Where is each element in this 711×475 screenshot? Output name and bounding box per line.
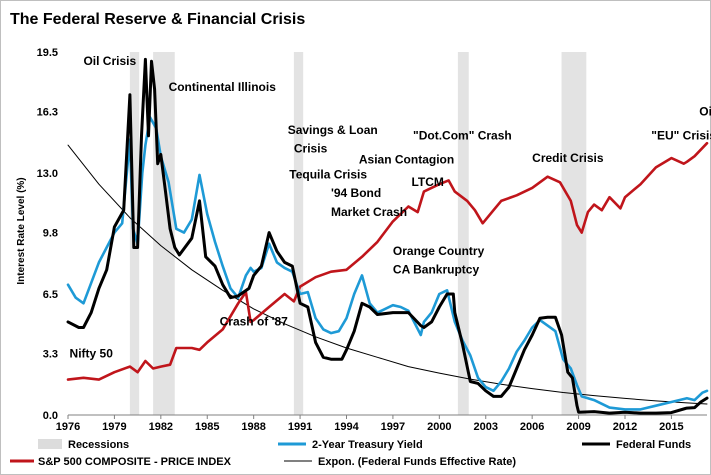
annotation-ltcm: LTCM	[411, 175, 443, 189]
y-tick-3-3: 3.3	[43, 349, 58, 361]
annotation-crash-of-87: Crash of '87	[220, 315, 289, 329]
chart-legend: Recessions 2-Year Treasury Yield Federal…	[10, 439, 691, 468]
x-tick-2003: 2003	[474, 421, 498, 433]
chart-annotations: Oil Crisis Continental Illinois Savings & …	[70, 54, 711, 360]
y-axis-label: Interest Rate Level (%)	[16, 177, 27, 284]
x-tick-1997: 1997	[381, 421, 405, 433]
y-tick-16-3: 16.3	[37, 107, 58, 119]
y-axis-ticks: 19.5 16.3 13.0 9.8 6.5 3.3 0.0	[37, 47, 58, 422]
annotation-94-bond: '94 Bond	[331, 186, 381, 200]
annotation-asian-contagion: Asian Contagion	[359, 153, 454, 167]
chart-title: The Federal Reserve & Financial Crisis	[10, 11, 305, 28]
y-tick-0-0: 0.0	[43, 410, 58, 422]
annotation-credit-crisis: Credit Crisis	[532, 151, 604, 165]
y-tick-13-0: 13.0	[37, 168, 58, 180]
legend-label-federal-funds: Federal Funds	[616, 439, 691, 451]
x-tick-2000: 2000	[427, 421, 451, 433]
x-tick-2009: 2009	[566, 421, 590, 433]
x-tick-1994: 1994	[334, 421, 359, 433]
x-tick-1991: 1991	[288, 421, 312, 433]
annotation-market-crash: Market Crash	[331, 205, 407, 219]
x-tick-2015: 2015	[659, 421, 683, 433]
recession-band-2	[293, 52, 304, 415]
legend-label-2yr-treasury: 2-Year Treasury Yield	[312, 439, 423, 451]
annotation-savings-loan: Savings & Loan	[288, 123, 378, 137]
annotation-dot-com-crash: "Dot.Com" Crash	[413, 128, 512, 142]
series-lines	[66, 57, 709, 415]
y-tick-9-8: 9.8	[43, 228, 58, 240]
x-tick-1982: 1982	[149, 421, 173, 433]
series-line-federal-funds	[66, 57, 709, 415]
annotation-nifty-50: Nifty 50	[70, 346, 114, 360]
annotation-oil-crisis: Oil Crisis	[83, 54, 136, 68]
annotation-crisis: Crisis	[294, 142, 328, 156]
x-tick-1976: 1976	[56, 421, 80, 433]
annotation-continental-illinois: Continental Illinois	[169, 80, 277, 94]
y-tick-6-5: 6.5	[43, 289, 58, 301]
annotation-oi: Oi	[699, 104, 711, 118]
x-tick-2006: 2006	[520, 421, 544, 433]
x-tick-2012: 2012	[613, 421, 637, 433]
legend-label-recessions: Recessions	[68, 439, 129, 451]
y-tick-19-5: 19.5	[37, 47, 58, 59]
x-tick-1988: 1988	[241, 421, 265, 433]
annotation-eu-crisis: "EU" Crisis	[651, 128, 711, 142]
annotation-tequila-crisis: Tequila Crisis	[289, 168, 367, 182]
x-tick-1979: 1979	[102, 421, 126, 433]
series-line-expon-federal-funds-effective-rate	[67, 144, 708, 405]
annotation-orange-country: Orange Country	[393, 244, 485, 258]
legend-label-sp500: S&P 500 COMPOSITE - PRICE INDEX	[38, 456, 232, 468]
x-tick-1985: 1985	[195, 421, 219, 433]
x-axis-ticks: 1976 1979 1982 1985 1988 1991 1994 1997 2000 2003…	[56, 415, 684, 433]
legend-label-expon-trend: Expon. (Federal Funds Effective Rate)	[318, 456, 516, 468]
series-line-s-p-500-composite-price-index	[66, 141, 709, 381]
legend-swatch-recessions	[38, 439, 62, 449]
recession-band-3	[457, 52, 469, 415]
annotation-ca-bankruptcy: CA Bankruptcy	[393, 263, 480, 277]
